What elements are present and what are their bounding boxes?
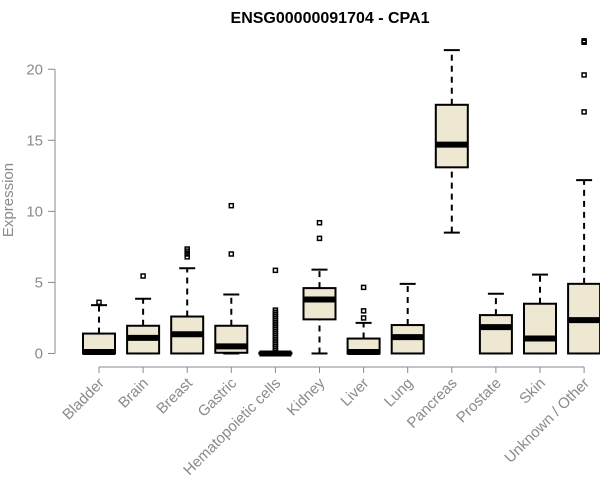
boxes-group [82,38,600,357]
x-tick-label: Breast [153,374,196,417]
outlier-point [228,251,235,257]
box-iqr [434,103,469,169]
outlier-point [360,315,367,321]
y-axis: 0 5 10 15 20 [26,61,56,362]
box-brain [126,273,161,355]
x-tick-label: Unknown / Other [501,375,593,467]
box-pancreas [434,49,469,234]
outlier-point [581,72,587,78]
outlier-point [316,219,323,226]
outlier-point [184,254,190,260]
box-unknown-other [567,38,600,355]
box-kidney [302,219,337,355]
outlier-point [228,202,235,209]
x-tick-label: Lung [381,375,417,411]
y-tick-label: 15 [26,132,43,149]
y-tick-label: 10 [26,203,43,220]
box-lung [390,282,425,355]
outlier-point [360,284,367,291]
outlier-point [184,246,190,252]
box-hematopoietic-cells [258,267,293,357]
x-tick-label: Skin [516,375,549,408]
box-bladder [82,299,116,356]
x-tick-label: Bladder [59,375,108,424]
box-gastric [214,202,249,355]
box-breast [170,246,205,355]
chart-title: ENSG00000091704 - CPA1 [231,10,430,27]
y-axis-label: Expression [0,163,17,237]
y-tick-label: 0 [35,345,43,362]
y-tick-label: 5 [35,274,43,291]
x-tick-label: Kidney [284,374,329,419]
outlier-point [360,308,367,314]
outlier-point [316,235,323,242]
x-tick-label: Brain [115,375,152,412]
outlier-point [96,299,102,306]
y-tick-label: 20 [26,61,43,78]
outlier-point [581,38,587,44]
box-skin [523,273,557,355]
x-tick-label: Liver [337,375,372,410]
box-prostate [478,292,513,355]
box-iqr [523,302,557,355]
outlier-point [581,109,587,115]
outlier-point [184,251,190,257]
box-iqr [302,287,337,321]
outlier-point [140,273,146,279]
box-iqr [478,314,513,355]
outlier-point [272,267,279,274]
x-tick-label: Prostate [453,375,505,427]
box-liver [346,284,381,356]
outlier-point [272,307,279,313]
